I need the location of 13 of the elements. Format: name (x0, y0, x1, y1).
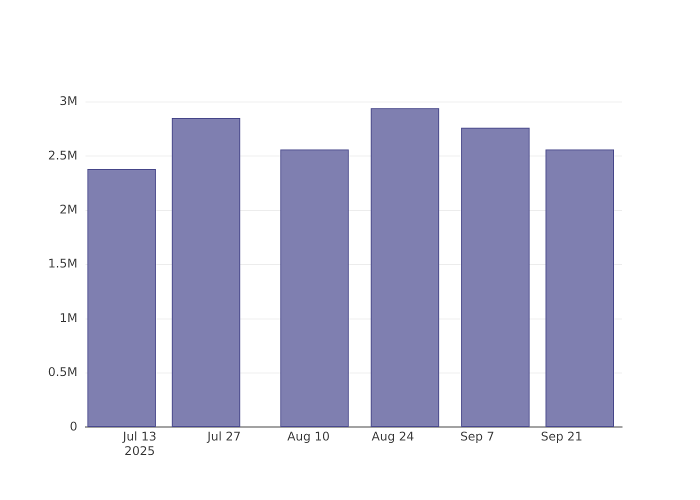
x-tick-label: Jul 27 (206, 430, 241, 444)
x-tick-label: Aug 10 (287, 430, 330, 444)
x-tick-label: Aug 24 (372, 430, 414, 444)
y-tick-label: 0 (70, 419, 78, 434)
x-tick-label: Sep 7 (460, 430, 494, 444)
x-tick-label: Jul 13 2025 (122, 430, 156, 458)
x-tick-label: Sep 21 (540, 430, 583, 444)
y-tick-label: 0.5M (48, 365, 78, 380)
y-tick-label: 2M (59, 202, 78, 217)
y-tick-label: 2.5M (48, 148, 78, 162)
y-tick-label: 1.5M (48, 256, 78, 271)
y-tick-label: 1M (59, 310, 78, 325)
y-tick-label: 3M (59, 94, 78, 108)
